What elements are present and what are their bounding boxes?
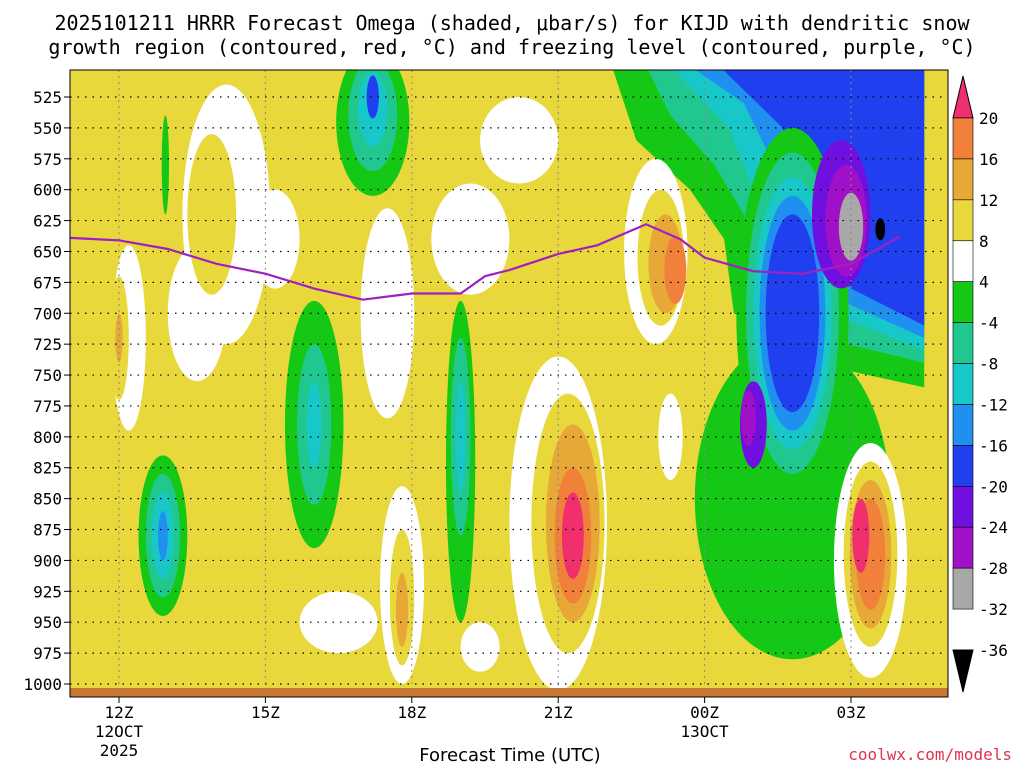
x-tick-date: 12OCT (95, 722, 144, 741)
colorbar-bottom-arrow (952, 649, 974, 693)
y-tick-label: 1000 (23, 675, 62, 694)
omega-cell-20 (561, 492, 584, 579)
colorbar-label: -36 (979, 641, 1008, 660)
omega-neutral-region (480, 96, 559, 184)
colorbar-swatch (952, 199, 974, 242)
y-tick-label: 775 (33, 397, 62, 416)
colorbar-label: -12 (979, 395, 1008, 414)
colorbar-label: -24 (979, 518, 1008, 537)
colorbar-label: -20 (979, 477, 1008, 496)
omega-cell-16 (664, 236, 687, 304)
y-axis: 525 550 575 600 625 650 675 700 725 750 775 800 825 8… (23, 88, 70, 694)
colorbar-label: -32 (979, 600, 1008, 619)
y-tick-label: 875 (33, 521, 62, 540)
colorbar-swatch (952, 322, 974, 364)
y-tick-label: 575 (33, 150, 62, 169)
omega-shading (70, 70, 948, 697)
colorbar-swatch (952, 526, 974, 569)
colorbar-label: 16 (979, 150, 998, 169)
x-tick-label: 18Z (397, 703, 426, 722)
colorbar-label: 12 (979, 191, 998, 210)
omega-neutral-region (360, 208, 415, 419)
omega-cell-neg20 (765, 214, 820, 413)
chart-title-line2: growth region (contoured, red, °C) and f… (48, 35, 976, 59)
plot-frame (69, 69, 949, 698)
freezing-level-line (70, 223, 901, 301)
x-tick-label: 03Z (837, 703, 866, 722)
omega-cell-neg12 (306, 381, 322, 468)
colorbar-swatch (952, 445, 974, 487)
colorbar-swatch (952, 281, 974, 323)
omega-neutral-region (460, 622, 500, 672)
omega-cell-8 (187, 134, 237, 295)
y-tick-label: 700 (33, 304, 62, 323)
y-tick-label: 550 (33, 119, 62, 138)
grid-lines (70, 70, 948, 697)
omega-cell-neg20 (366, 75, 379, 119)
omega-neutral-region (299, 591, 378, 654)
x-axis-title: Forecast Time (UTC) (419, 745, 601, 766)
omega-cell-12 (115, 313, 123, 363)
y-tick-label: 750 (33, 366, 62, 385)
y-tick-label: 800 (33, 428, 62, 447)
x-tick-date: 13OCT (681, 722, 730, 741)
y-tick-label: 975 (33, 644, 62, 663)
y-tick-label: 625 (33, 212, 62, 231)
y-tick-label: 850 (33, 490, 62, 509)
colorbar-swatch (952, 158, 974, 201)
colorbar-label: 8 (979, 232, 989, 251)
freezing-level-contour (70, 223, 901, 301)
colorbar-swatch (952, 486, 974, 528)
colorbar-label: -16 (979, 436, 1008, 455)
colorbar-swatch (952, 567, 974, 610)
colorbar-label: -8 (979, 355, 998, 374)
y-tick-label: 925 (33, 582, 62, 601)
omega-cell-neg28 (741, 390, 756, 447)
colorbar-swatch (952, 117, 974, 160)
colorbar-label: -4 (979, 314, 998, 333)
omega-cell-neg16 (158, 510, 168, 561)
x-tick-year: 2025 (100, 741, 139, 760)
colorbar-swatch (952, 363, 974, 405)
credit-link[interactable]: coolwx.com/models (848, 745, 1012, 764)
y-tick-label: 900 (33, 551, 62, 570)
colorbar-label: -28 (979, 559, 1008, 578)
x-tick-label: 15Z (251, 703, 280, 722)
y-tick-label: 600 (33, 181, 62, 200)
y-tick-label: 525 (33, 88, 62, 107)
x-tick-label: 12Z (105, 703, 134, 722)
omega-cell-12 (395, 572, 409, 647)
colorbar-top-arrow (952, 75, 974, 119)
chart-title-line1: 2025101211 HRRR Forecast Omega (shaded, … (54, 11, 970, 35)
colorbar-label: 20 (979, 109, 998, 128)
colorbar: 20 16 12 8 4 -4 -8 -12 -16 -20 -24 -28 -32 -36 (952, 75, 1008, 693)
colorbar-swatch (952, 404, 974, 446)
colorbar-label: 4 (979, 273, 989, 292)
surface-strip (70, 688, 948, 697)
omega-cell-neg4 (161, 115, 170, 215)
y-tick-label: 725 (33, 335, 62, 354)
y-tick-label: 825 (33, 459, 62, 478)
omega-cell-neg36 (875, 218, 886, 241)
y-tick-label: 650 (33, 242, 62, 261)
y-tick-label: 675 (33, 273, 62, 292)
colorbar-swatch (952, 240, 974, 282)
x-tick-label: 21Z (544, 703, 573, 722)
x-tick-label: 00Z (690, 703, 719, 722)
omega-cell-20 (852, 498, 870, 573)
y-tick-label: 950 (33, 613, 62, 632)
omega-neutral-region (431, 183, 510, 295)
